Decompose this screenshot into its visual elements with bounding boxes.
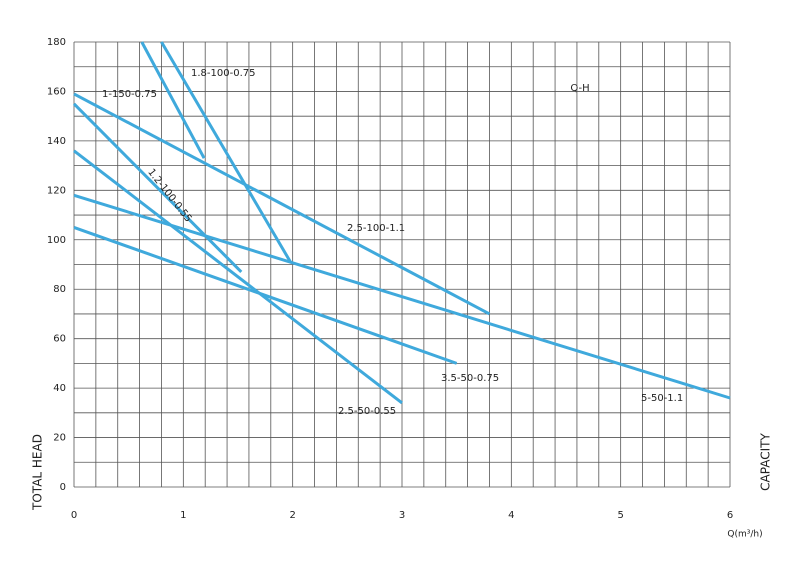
curve-label: 1-150-0.75: [102, 89, 157, 100]
x-tick-label: 3: [399, 510, 405, 521]
y-tick-label: 20: [53, 433, 66, 444]
curve-label: 2.5-100-1.1: [347, 223, 405, 234]
y-tick-label: 160: [47, 86, 66, 97]
annotation: Q-H: [570, 83, 589, 94]
curve: [73, 149, 403, 405]
curve: [140, 41, 206, 159]
curve-label: 2.5-50-0.55: [338, 406, 396, 417]
y2-axis-label: CAPACITY: [759, 433, 773, 491]
y-tick-label: 120: [47, 185, 66, 196]
x-tick-label: 1: [180, 510, 186, 521]
curve-label: 1.8-100-0.75: [191, 68, 255, 79]
y-tick-label: 60: [53, 334, 66, 345]
curve: [72, 102, 243, 273]
y-tick-label: 180: [47, 37, 66, 48]
y-tick-label: 40: [53, 383, 66, 394]
y-axis-label: TOTAL HEAD: [31, 434, 45, 511]
curve-label: 1.2-100-0.55: [145, 167, 193, 225]
curve: [73, 92, 491, 316]
x-tick-label: 4: [508, 510, 514, 521]
x-tick-label: 0: [71, 510, 77, 521]
curve-label: 3.5-50-0.75: [441, 373, 499, 384]
curve: [73, 226, 458, 365]
curve: [160, 41, 292, 263]
y-tick-label: 100: [47, 235, 66, 246]
curve: [73, 193, 731, 400]
x-tick-label: 5: [617, 510, 623, 521]
y-tick-label: 140: [47, 136, 66, 147]
x-tick-label: 2: [289, 510, 295, 521]
x-axis-label: Q(m³/h): [727, 530, 762, 540]
x-tick-label: 6: [727, 510, 733, 521]
curve-label: 5-50-1.1: [641, 393, 683, 404]
y-tick-label: 80: [53, 284, 66, 295]
y-tick-label: 0: [60, 482, 66, 493]
